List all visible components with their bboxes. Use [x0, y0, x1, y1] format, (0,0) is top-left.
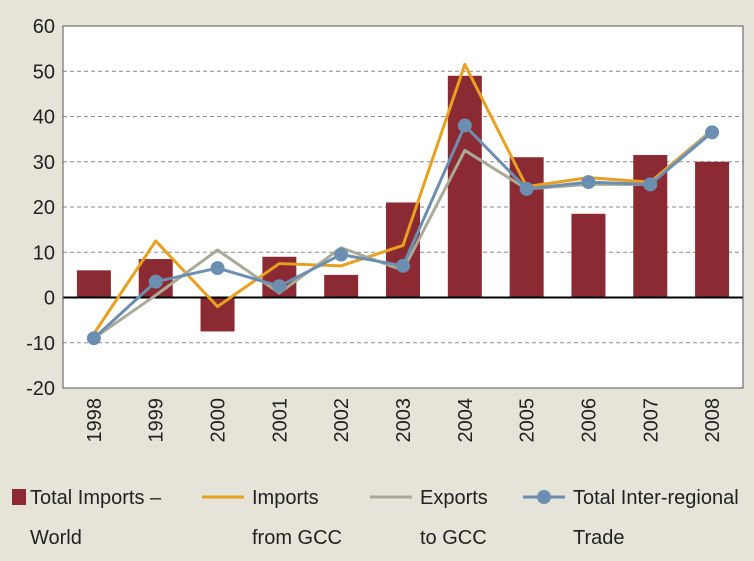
x-tick-label: 2002	[331, 398, 353, 443]
x-tick-label: 2004	[455, 398, 477, 443]
y-tick-label: 50	[33, 61, 55, 83]
bar	[200, 297, 235, 332]
legend-label: Imports	[252, 487, 319, 509]
data-point	[457, 118, 472, 133]
legend-label: to GCC	[420, 527, 487, 549]
legend-label: Trade	[573, 527, 625, 549]
legend-label: from GCC	[252, 527, 342, 549]
data-point	[705, 125, 720, 140]
bar	[633, 154, 668, 298]
x-tick-label: 2001	[269, 398, 291, 443]
bar	[76, 270, 111, 298]
bar	[695, 161, 730, 298]
data-point	[148, 274, 163, 289]
y-tick-label: 60	[33, 16, 55, 38]
x-tick-label: 2006	[578, 398, 600, 443]
legend-label: Total Inter-regional	[573, 487, 739, 509]
x-tick-label: 1999	[146, 398, 168, 443]
series-line	[92, 62, 714, 335]
y-tick-label: 10	[33, 242, 55, 264]
x-tick-label: 2005	[517, 398, 539, 443]
y-tick-label: 40	[33, 107, 55, 129]
legend-marker	[537, 490, 551, 504]
plot-border	[62, 25, 744, 389]
legend-label: Total Imports –	[30, 487, 162, 509]
data-point	[272, 279, 287, 294]
bar	[324, 274, 359, 298]
x-tick-label: 2007	[640, 398, 662, 443]
y-tick-label: -10	[26, 333, 55, 355]
legend-label: Exports	[420, 487, 488, 509]
y-tick-label: 20	[33, 197, 55, 219]
data-point	[396, 258, 410, 273]
x-tick-label: 2000	[208, 398, 230, 443]
data-point	[334, 247, 349, 262]
bar	[571, 213, 606, 298]
legend-swatch	[12, 489, 26, 505]
bar	[447, 75, 482, 298]
x-tick-label: 2003	[393, 398, 415, 443]
y-tick-label: 0	[44, 288, 55, 310]
data-point	[581, 175, 596, 190]
data-point	[86, 331, 101, 346]
data-point	[519, 181, 534, 196]
data-point	[210, 261, 225, 276]
legend-label: World	[30, 527, 82, 549]
x-tick-label: 1998	[84, 398, 106, 443]
data-point	[643, 177, 658, 192]
y-tick-label: 30	[33, 152, 55, 174]
y-tick-label: -20	[26, 378, 55, 400]
x-tick-label: 2008	[702, 398, 724, 443]
